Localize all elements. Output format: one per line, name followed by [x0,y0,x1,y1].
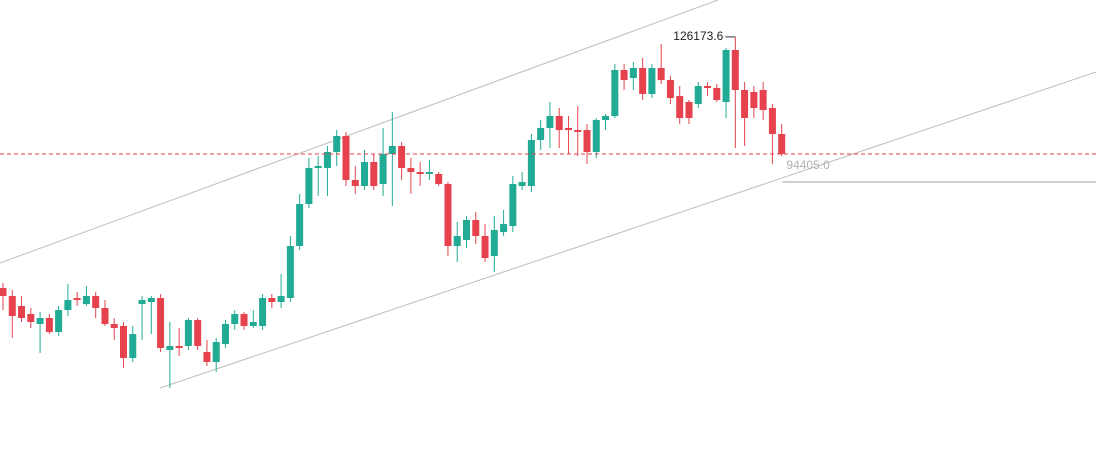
candle-body [361,162,369,186]
candle-body [537,128,545,140]
candle-body [518,182,526,186]
candle-body [583,130,591,152]
candle-body [314,166,322,168]
candle-body [611,70,619,116]
candle-body [342,136,350,180]
candle-body [713,88,721,100]
candle-body [277,296,285,302]
candle-body [175,346,183,348]
candle-body [704,86,712,88]
candle-body [463,220,470,240]
candle-body [27,314,35,322]
candle-body [481,236,489,258]
candle-body [147,298,155,302]
candle-body [333,136,341,152]
candle-body [750,92,758,108]
candle-body [203,352,211,362]
candle-body [370,162,378,186]
candle-body [305,168,313,204]
candle-body [527,140,535,186]
candle-body [129,334,137,358]
candle-body [101,308,109,324]
candle-body [212,342,220,362]
candle-body [221,324,229,344]
candle-body [435,174,443,184]
candle-body [296,204,304,246]
candle-body [166,346,174,350]
candle-body [472,220,480,236]
candle-body [778,134,786,154]
candle-body [73,298,81,300]
candle-body [18,306,26,318]
candle-body [546,116,554,128]
candle-body [184,320,192,346]
candle-body [110,324,118,328]
candle-body [602,116,610,120]
candle-body [0,288,7,296]
candle-body [453,236,461,246]
candle-body [388,146,396,154]
channel-upper [0,0,719,264]
candle-body [694,86,702,104]
candle-body [8,296,16,316]
candle-body [444,184,452,246]
candle-body [194,320,202,346]
candle-body [759,90,767,110]
candle-body [286,246,294,298]
candle-body [685,102,693,118]
candle-body [64,300,72,310]
candle-body [157,298,165,348]
high-label: 126173.6 [673,29,723,43]
candle-body [731,50,739,90]
candle-body [676,96,684,118]
candle-body [82,296,90,304]
candle-body [240,314,248,326]
candle-body [555,116,563,130]
candle-body [407,168,415,172]
candle-body [620,70,628,80]
candle-body [564,128,572,130]
candle-body [55,310,63,332]
candle-body [722,50,730,102]
channel-lower [159,71,1096,389]
candle-body [92,296,100,308]
candle-body [120,326,128,358]
candle-body [259,298,267,326]
candle-body [231,314,239,324]
candle-body [36,318,44,324]
candle-body [425,172,433,174]
candle-body [592,120,600,152]
plot: 126173.6 94405.0 [0,29,1096,388]
candle-body [45,318,53,332]
candle-body [416,172,424,174]
candle-body [500,224,508,232]
candle-body [351,180,359,186]
candle-body [574,130,582,132]
candle-body [323,152,331,168]
candle-body [490,230,498,256]
candle-body [741,90,749,118]
candle-body [629,68,637,78]
candle-body [639,68,647,94]
candle-body [379,154,387,184]
candle-body [249,322,257,326]
candle-body [666,80,674,98]
candle-body [768,108,776,134]
candle-body [648,68,656,94]
candle-body [398,146,406,168]
low-label: 94405.0 [786,158,830,172]
candle-body [268,298,276,302]
candle-body [657,68,665,80]
candle-body [509,184,517,226]
candle-body [138,300,146,304]
